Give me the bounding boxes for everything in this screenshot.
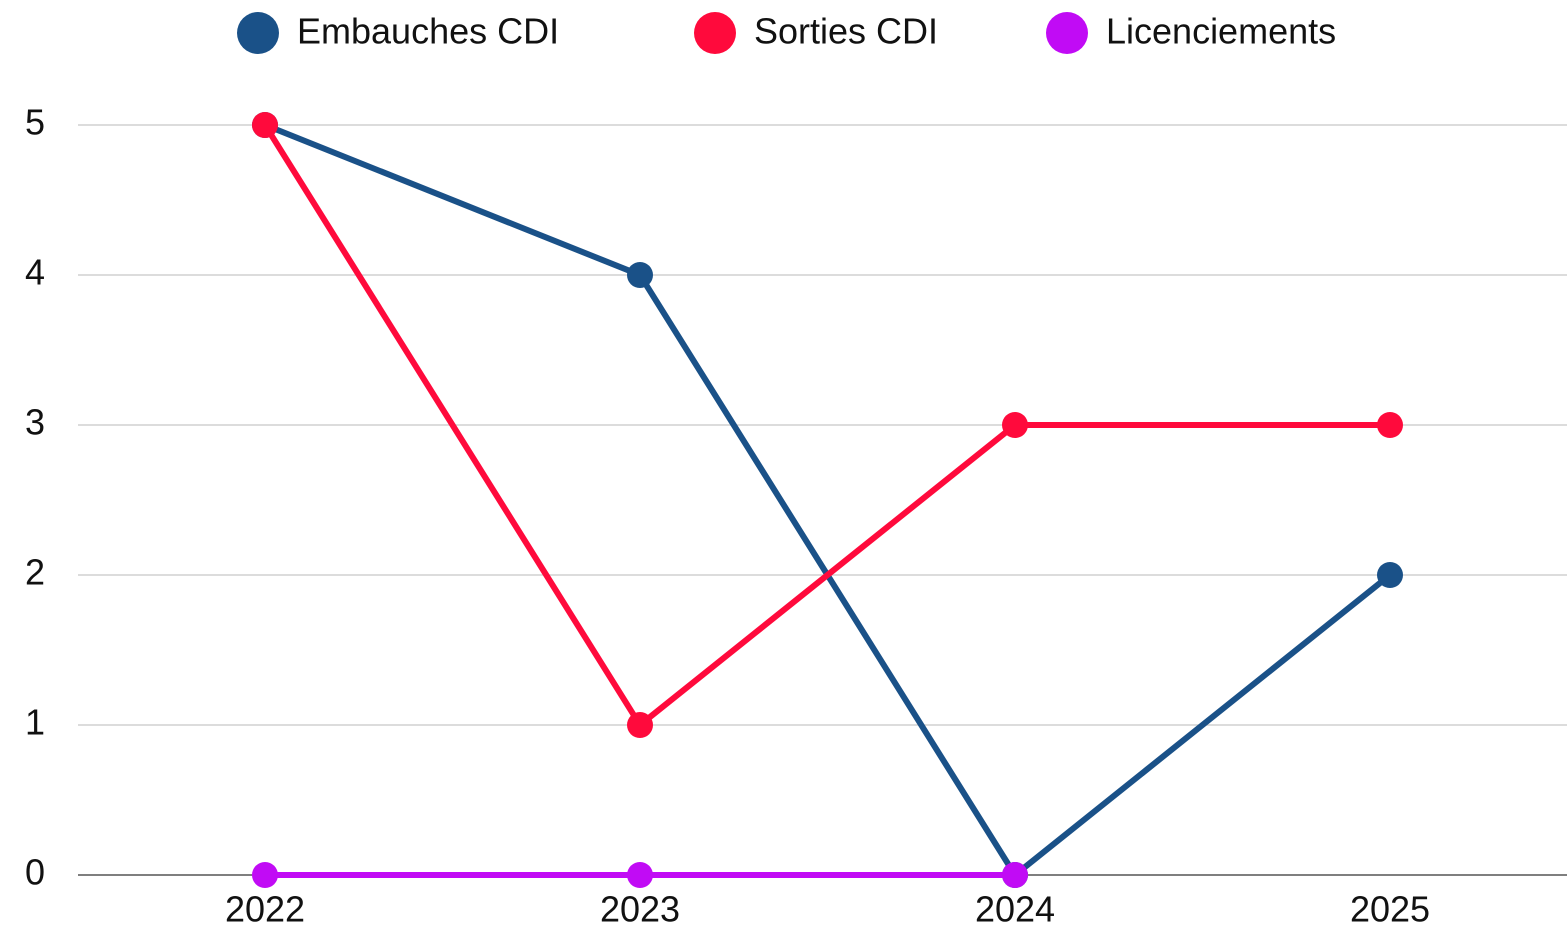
legend-swatch bbox=[237, 12, 279, 54]
point bbox=[252, 112, 278, 138]
y-tick-label: 5 bbox=[25, 102, 45, 143]
legend-label: Sorties CDI bbox=[754, 11, 938, 52]
point bbox=[627, 712, 653, 738]
series-line bbox=[262, 123, 1390, 728]
legend-swatch bbox=[1046, 12, 1088, 54]
point bbox=[252, 862, 278, 888]
x-tick-label: 2024 bbox=[975, 889, 1055, 930]
y-tick-label: 4 bbox=[25, 252, 45, 293]
x-tick-label: 2022 bbox=[225, 889, 305, 930]
point bbox=[627, 862, 653, 888]
point bbox=[1002, 412, 1028, 438]
y-tick-label: 0 bbox=[25, 852, 45, 893]
point bbox=[1377, 412, 1403, 438]
y-tick-label: 2 bbox=[25, 552, 45, 593]
point bbox=[1377, 562, 1403, 588]
point bbox=[1002, 862, 1028, 888]
series-line bbox=[263, 122, 1392, 878]
x-tick-label: 2025 bbox=[1350, 889, 1430, 930]
point bbox=[627, 262, 653, 288]
legend-label: Embauches CDI bbox=[297, 11, 559, 52]
x-tick-label: 2023 bbox=[600, 889, 680, 930]
y-tick-label: 3 bbox=[25, 402, 45, 443]
legend-label: Licenciements bbox=[1106, 11, 1336, 52]
y-tick-label: 1 bbox=[25, 702, 45, 743]
legend-swatch bbox=[694, 12, 736, 54]
